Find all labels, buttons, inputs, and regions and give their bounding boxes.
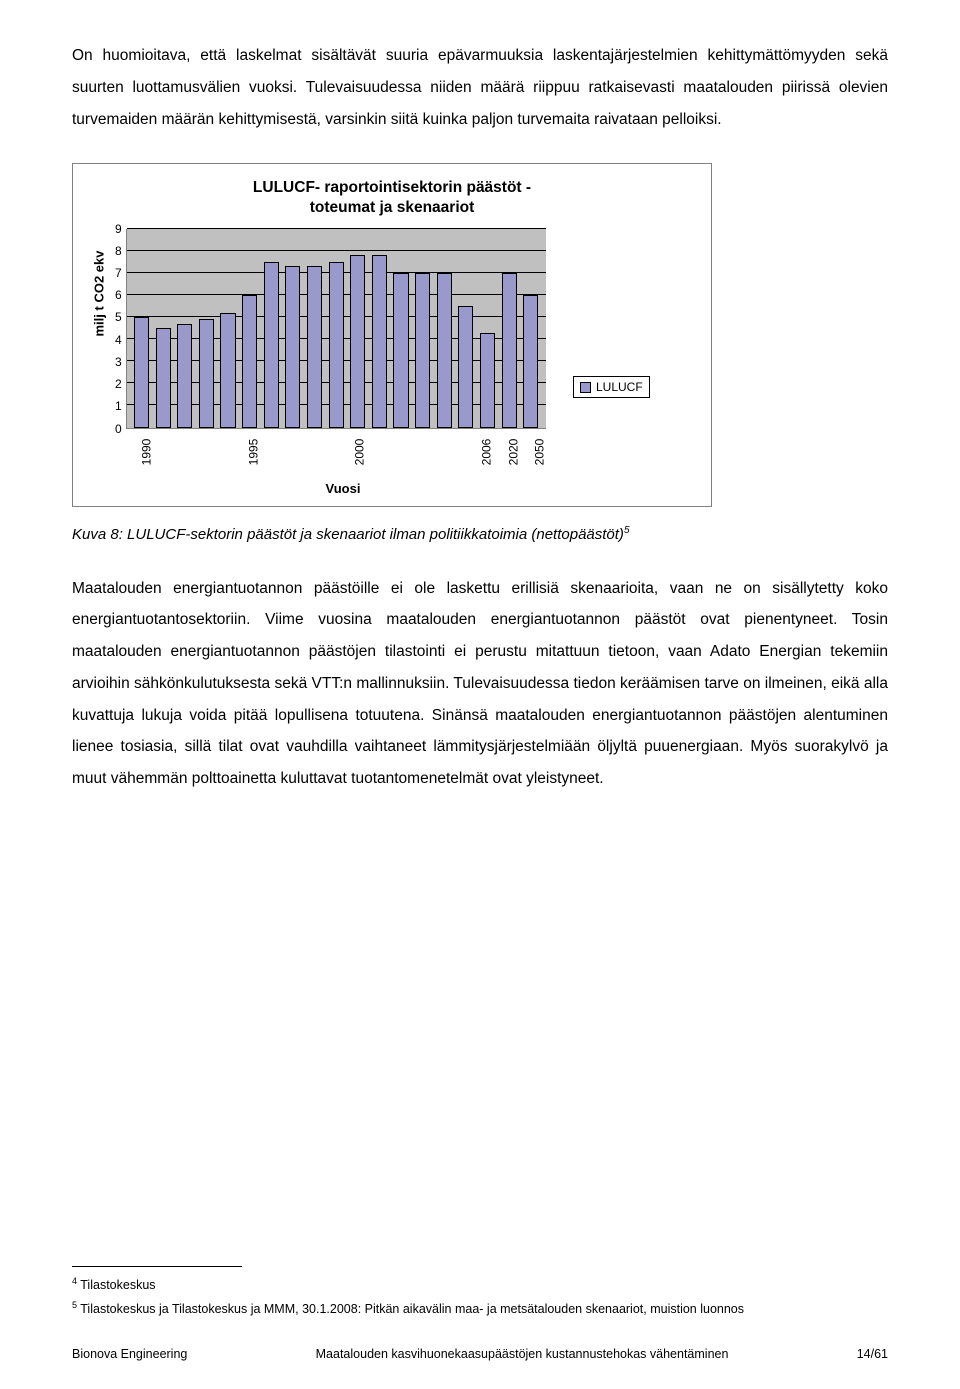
bar (242, 295, 257, 428)
lulucf-chart: LULUCF- raportointisektorin päästöt - to… (72, 163, 712, 506)
x-tick-slot: 2000 (346, 433, 373, 459)
x-tick-slot: 1990 (133, 433, 160, 459)
bar (415, 273, 430, 428)
bar (350, 255, 365, 427)
x-tick: 2020 (506, 438, 520, 465)
bar-slot (455, 229, 477, 428)
x-axis-ticks: 1990 1995 2000 200620202050 (133, 433, 553, 459)
bar (134, 317, 149, 428)
bar (220, 313, 235, 428)
x-tick-slot (266, 433, 286, 459)
chart-title-line2: toteumat ja skenaariot (310, 199, 475, 216)
bar (502, 273, 517, 428)
bar (199, 319, 214, 427)
x-tick: 2050 (533, 438, 547, 465)
footnote-4-text: Tilastokeskus (77, 1278, 156, 1292)
x-tick: 2000 (353, 438, 367, 465)
bar (177, 324, 192, 428)
bar-slot (304, 229, 326, 428)
bar (264, 262, 279, 428)
bar (285, 266, 300, 427)
bar (156, 328, 171, 428)
bar-slot (260, 229, 282, 428)
footer-center: Maatalouden kasvihuonekaasupäästöjen kus… (187, 1347, 856, 1361)
bar (372, 255, 387, 427)
bar-slot (369, 229, 391, 428)
bar (437, 273, 452, 428)
paragraph-1: On huomioitava, että laskelmat sisältävä… (72, 40, 888, 135)
x-tick-slot (160, 433, 180, 459)
bar-slot (217, 229, 239, 428)
bar-slot (325, 229, 347, 428)
x-tick-slot (453, 433, 473, 459)
x-tick-slot (393, 433, 413, 459)
paragraph-2: Maatalouden energiantuotannon päästöille… (72, 573, 888, 795)
chart-caption: Kuva 8: LULUCF-sektorin päästöt ja skena… (72, 525, 888, 543)
bar-slot (347, 229, 369, 428)
footer-right: 14/61 (857, 1347, 888, 1361)
bar-slot (282, 229, 304, 428)
x-tick-slot (306, 433, 326, 459)
bar (329, 262, 344, 428)
footnote-4: 4 Tilastokeskus (72, 1275, 888, 1296)
bar (393, 273, 408, 428)
footer-left: Bionova Engineering (72, 1347, 187, 1361)
x-tick-slot: 2050 (526, 433, 553, 459)
x-tick-slot: 1995 (240, 433, 267, 459)
legend-swatch (580, 382, 591, 393)
x-tick-slot (220, 433, 240, 459)
x-tick-slot (373, 433, 393, 459)
bar-slot (196, 229, 218, 428)
y-axis-label-wrap: milj t CO2 ekv (91, 229, 107, 429)
bar-slot (477, 229, 499, 428)
chart-legend: LULUCF (573, 376, 650, 398)
x-tick-slot: 2006 (473, 433, 500, 459)
bar-slot (520, 229, 542, 428)
footnotes: 4 Tilastokeskus 5 Tilastokeskus ja Tilas… (72, 1266, 888, 1324)
chart-title: LULUCF- raportointisektorin päästöt - to… (91, 178, 693, 218)
chart-bars (127, 229, 546, 428)
caption-text: Kuva 8: LULUCF-sektorin päästöt ja skena… (72, 526, 624, 543)
bar-slot (239, 229, 261, 428)
caption-footnote-ref: 5 (624, 525, 630, 536)
bar-slot (433, 229, 455, 428)
x-tick-slot (200, 433, 220, 459)
x-axis-label: Vuosi (133, 481, 553, 496)
bar-slot (498, 229, 520, 428)
y-axis-ticks: 9876543210 (115, 229, 122, 429)
chart-title-line1: LULUCF- raportointisektorin päästöt - (253, 179, 531, 196)
x-tick: 1995 (246, 438, 260, 465)
x-tick-slot (180, 433, 200, 459)
x-tick-slot (286, 433, 306, 459)
page-footer: Bionova Engineering Maatalouden kasvihuo… (72, 1347, 888, 1361)
x-tick-slot (413, 433, 433, 459)
x-tick-slot: 2020 (500, 433, 527, 459)
bar-slot (412, 229, 434, 428)
chart-plot-area (126, 229, 546, 429)
x-tick: 2006 (479, 438, 493, 465)
x-tick: 1990 (139, 438, 153, 465)
bar (307, 266, 322, 427)
x-tick-slot (326, 433, 346, 459)
footnote-5-text: Tilastokeskus ja Tilastokeskus ja MMM, 3… (77, 1303, 744, 1317)
bar (480, 333, 495, 428)
bar-slot (131, 229, 153, 428)
footnote-5: 5 Tilastokeskus ja Tilastokeskus ja MMM,… (72, 1299, 888, 1320)
bar-slot (174, 229, 196, 428)
bar (523, 295, 538, 428)
footnote-rule (72, 1266, 242, 1267)
legend-label: LULUCF (596, 380, 643, 394)
bar-slot (390, 229, 412, 428)
bar (458, 306, 473, 428)
bar-slot (152, 229, 174, 428)
x-tick-slot (433, 433, 453, 459)
y-axis-label: milj t CO2 ekv (92, 321, 107, 337)
